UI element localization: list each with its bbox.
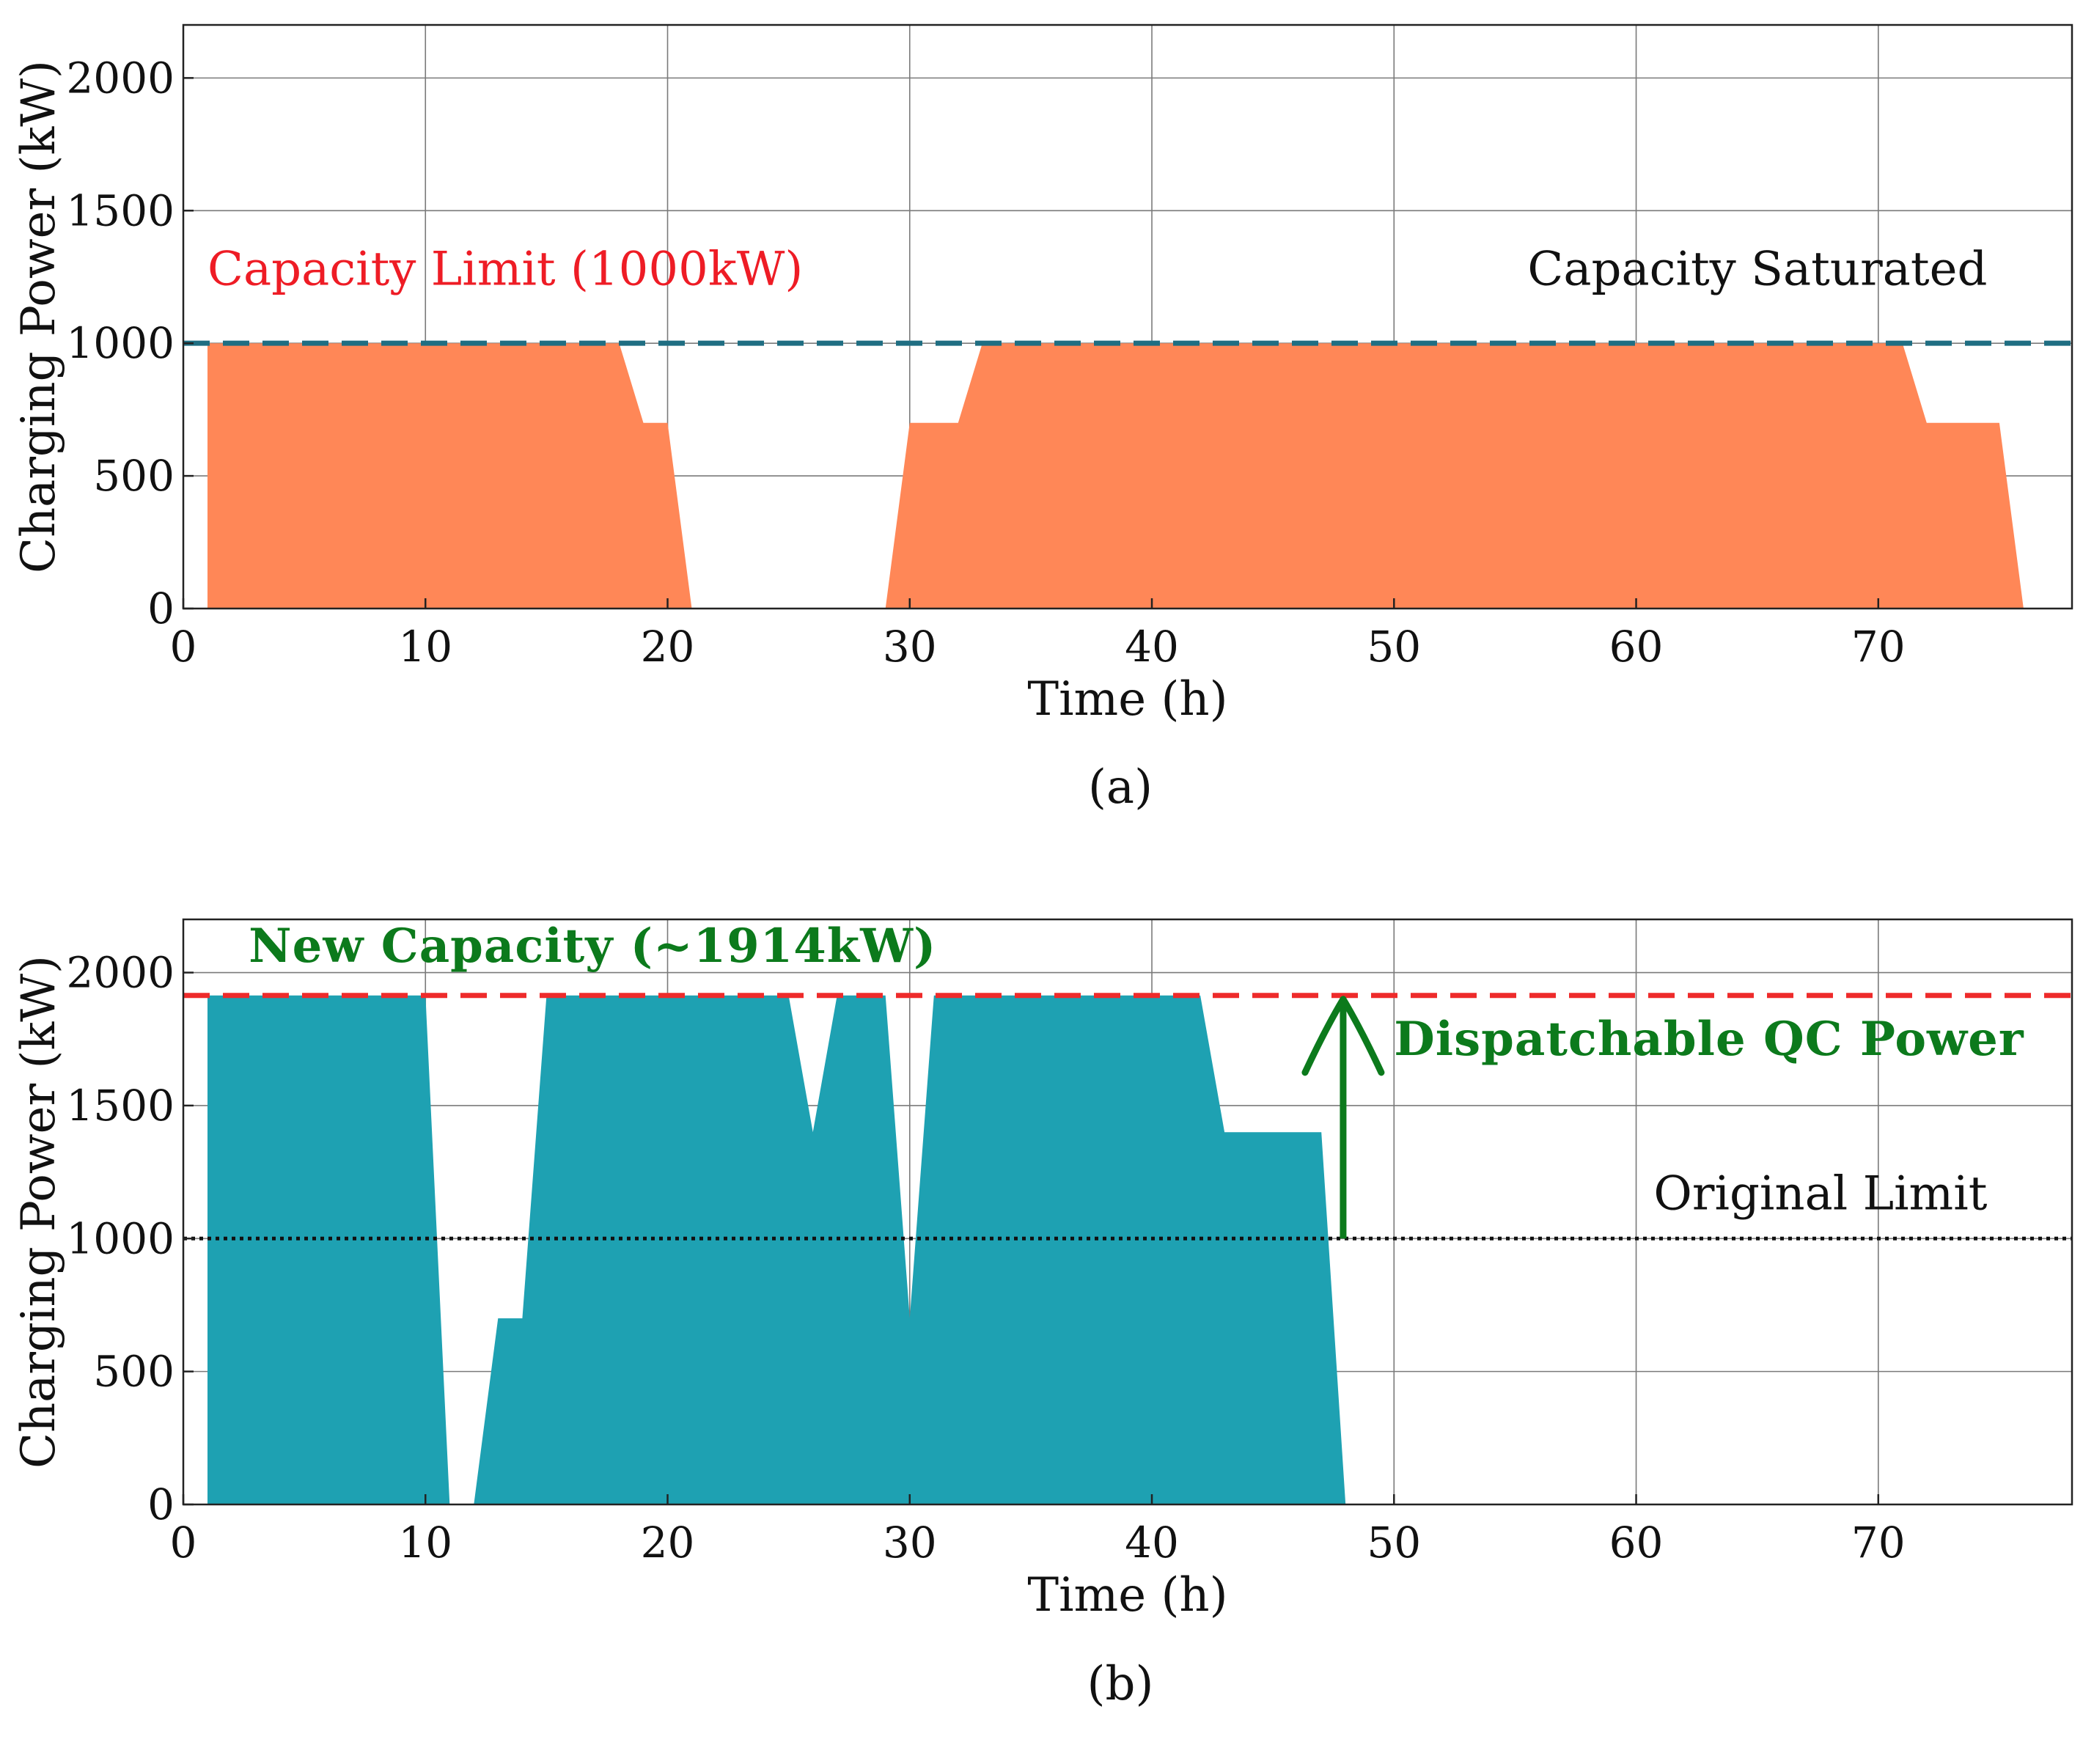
x-tick-label: 0 xyxy=(170,1518,197,1568)
charging-power-area xyxy=(207,343,2024,609)
y-axis-label: Charging Power (kW) xyxy=(12,60,66,573)
x-tick-label: 10 xyxy=(398,622,452,672)
x-tick-label: 30 xyxy=(883,622,937,672)
x-axis-label: Time (h) xyxy=(1027,672,1227,727)
x-tick-label: 70 xyxy=(1851,622,1906,672)
y-tick-label: 2000 xyxy=(66,948,174,998)
x-tick-label: 40 xyxy=(1125,622,1179,672)
chart-panel-a: 0 10 20 30 40 50 60 70 0 500 1000 1500 2000 Time (h) C… xyxy=(12,23,2073,815)
y-axis-label: Charging Power (kW) xyxy=(12,955,66,1469)
plot-frame xyxy=(182,23,2073,610)
charging-power-area xyxy=(207,995,1346,1504)
x-tick-label: 60 xyxy=(1609,1518,1664,1568)
x-axis-label: Time (h) xyxy=(1027,1568,1227,1622)
x-tick-label: 0 xyxy=(170,622,197,672)
panel-caption: (a) xyxy=(1088,760,1153,815)
y-tick-label: 1000 xyxy=(66,1213,174,1263)
y-tick-label: 2000 xyxy=(66,53,174,103)
y-tick-label: 0 xyxy=(147,1480,174,1529)
annotation-1: Dispatchable QC Power xyxy=(1394,1012,2024,1067)
y-tick-label: 500 xyxy=(93,1347,174,1397)
x-tick-label: 50 xyxy=(1367,622,1421,672)
x-tick-label: 20 xyxy=(641,622,695,672)
annotation-0: New Capacity (~1914kW) xyxy=(249,919,936,974)
x-tick-label: 10 xyxy=(398,1518,452,1568)
y-tick-label: 0 xyxy=(147,584,174,633)
annotation-1: Capacity Saturated xyxy=(1527,243,1987,297)
arrow-head-icon xyxy=(1301,996,1385,1076)
panel-caption: (b) xyxy=(1087,1657,1154,1711)
y-tick-label: 1500 xyxy=(66,1081,174,1131)
y-tick-label: 1500 xyxy=(66,185,174,235)
x-tick-label: 50 xyxy=(1367,1518,1421,1568)
y-tick-label: 500 xyxy=(93,451,174,501)
plot-frame xyxy=(182,918,2073,1506)
x-tick-label: 20 xyxy=(641,1518,695,1568)
x-tick-label: 40 xyxy=(1125,1518,1179,1568)
x-tick-label: 60 xyxy=(1609,622,1664,672)
annotation-0: Capacity Limit (1000kW) xyxy=(207,243,803,297)
annotation-2: Original Limit xyxy=(1653,1166,1987,1221)
x-tick-label: 30 xyxy=(883,1518,937,1568)
chart-panel-b: 0 10 20 30 40 50 60 70 0 500 1000 1500 2000 Time (h) C… xyxy=(12,918,2073,1711)
y-tick-label: 1000 xyxy=(66,318,174,368)
x-tick-label: 70 xyxy=(1851,1518,1906,1568)
